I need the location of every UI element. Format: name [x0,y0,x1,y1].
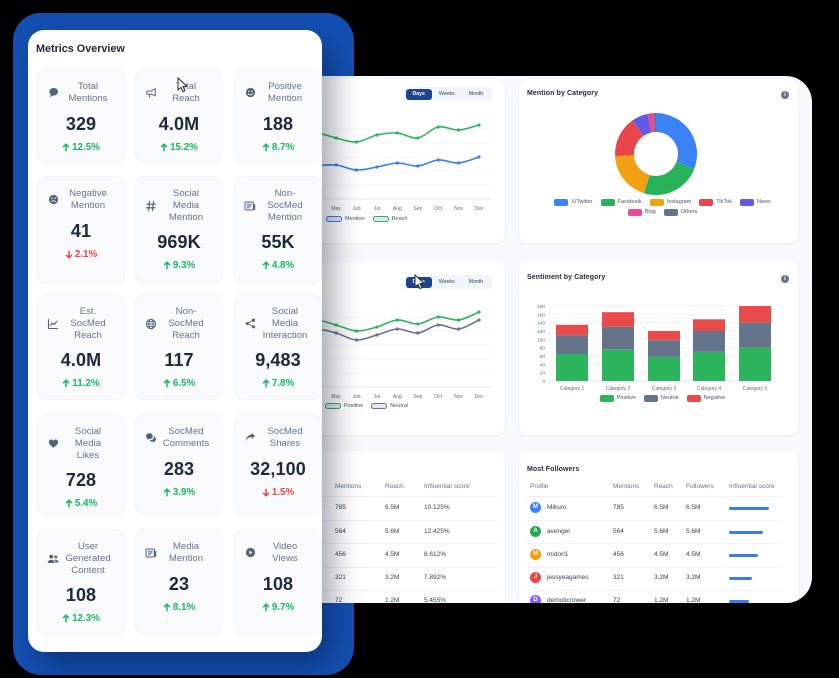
svg-text:100: 100 [537,337,545,343]
svg-text:Jul: Jul [374,394,380,400]
svg-text:Category 2: Category 2 [606,386,631,392]
svg-text:Dec: Dec [475,206,484,212]
svg-text:Aug: Aug [393,394,402,400]
svg-text:Oct: Oct [434,394,442,400]
svg-text:180: 180 [537,304,545,310]
svg-text:Category 5: Category 5 [743,386,768,392]
svg-text:60: 60 [540,354,546,360]
svg-text:Category 1: Category 1 [560,386,585,392]
svg-text:Nov: Nov [454,206,463,212]
svg-text:Sep: Sep [413,394,422,400]
svg-text:Aug: Aug [393,206,402,212]
svg-text:Jun: Jun [352,206,360,212]
svg-text:120: 120 [537,329,545,335]
svg-text:20: 20 [540,371,546,377]
svg-text:Category 3: Category 3 [652,386,677,392]
svg-text:May: May [331,394,341,400]
svg-text:Sep: Sep [413,206,422,212]
svg-text:0: 0 [542,379,545,385]
svg-text:May: May [331,206,341,212]
svg-text:80: 80 [540,346,546,352]
svg-text:Oct: Oct [434,206,442,212]
svg-text:Jul: Jul [374,206,380,212]
svg-text:160: 160 [537,312,545,318]
svg-text:Jun: Jun [352,394,360,400]
svg-text:140: 140 [537,321,545,327]
svg-text:Category 4: Category 4 [697,386,722,392]
svg-text:Nov: Nov [454,394,463,400]
svg-text:40: 40 [540,362,546,368]
svg-text:Dec: Dec [475,394,484,400]
